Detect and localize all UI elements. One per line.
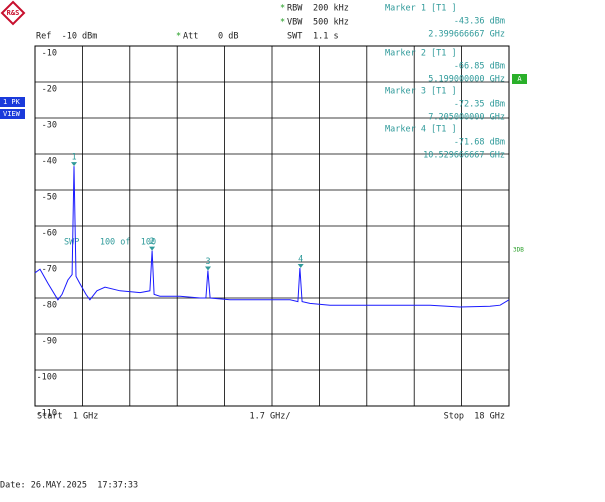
stop-label: Stop 18 GHz: [444, 412, 505, 422]
setting-value: 200 kHz: [313, 4, 349, 14]
marker-frequency: 7.205000000 GHz: [428, 113, 505, 123]
svg-text:R&S: R&S: [7, 9, 20, 17]
marker-number: 2: [150, 237, 155, 247]
y-tick-label: -60: [42, 229, 57, 239]
y-tick-label: -70: [42, 265, 57, 275]
y-tick-label: -80: [42, 301, 57, 311]
marker: [297, 264, 304, 269]
setting-label: VBW: [287, 18, 303, 28]
setting-flag: *: [280, 18, 285, 28]
marker: [71, 162, 78, 167]
y-tick-label: -40: [42, 157, 57, 167]
marker-frequency: 5.199000000 GHz: [428, 75, 505, 85]
logo: R&S: [0, 0, 26, 26]
y-tick-label: -30: [42, 121, 57, 131]
marker-title: Marker 3 [T1 ]: [385, 87, 457, 97]
marker-frequency: 10.529666667 GHz: [423, 151, 505, 161]
marker-value: -72.35 dBm: [454, 100, 505, 110]
ref-level: Ref -10 dBm: [36, 32, 97, 42]
trace-mode-box: [0, 109, 25, 119]
trace-mode: VIEW: [3, 110, 21, 118]
span-label: 1.7 GHz/: [250, 412, 291, 422]
trace: [34, 166, 510, 308]
y-tick-label: -50: [42, 193, 57, 203]
marker-title: Marker 1 [T1 ]: [385, 4, 457, 14]
side-label: 3DB: [513, 247, 524, 254]
marker-title: Marker 2 [T1 ]: [385, 49, 457, 59]
setting-label: SWT: [287, 32, 302, 42]
trace-mode-box: [0, 97, 25, 107]
marker-number: 3: [205, 257, 210, 267]
y-tick-label: -10: [42, 49, 57, 59]
att-value: 0 dB: [218, 32, 238, 42]
setting-label: RBW: [287, 4, 303, 14]
setting-value: 1.1 s: [313, 32, 339, 42]
att-flag: *: [176, 32, 181, 42]
date: Date: 26.MAY.2025 17:37:33: [0, 481, 138, 491]
marker-value: -66.85 dBm: [454, 62, 505, 72]
y-tick-label: -100: [37, 373, 57, 383]
trace-mode: 1 PK: [3, 98, 21, 106]
marker-number: 4: [298, 255, 303, 265]
marker: [149, 246, 156, 251]
start-label: Start 1 GHz: [37, 412, 98, 422]
marker-value: -43.36 dBm: [454, 17, 505, 27]
marker-value: -71.68 dBm: [454, 138, 505, 148]
marker-title: Marker 4 [T1 ]: [385, 125, 457, 135]
trace-flag: A: [517, 75, 522, 83]
marker-number: 1: [71, 153, 76, 163]
y-tick-label: -90: [42, 337, 57, 347]
y-tick-label: -20: [42, 85, 57, 95]
sweep-count: SWP 100 of 100: [64, 238, 156, 248]
trace-flag-box: [512, 74, 527, 84]
y-tick-label: -110: [37, 409, 57, 419]
att-label: Att: [183, 32, 198, 42]
marker-frequency: 2.399666667 GHz: [428, 30, 505, 40]
setting-flag: *: [280, 4, 285, 14]
setting-value: 500 kHz: [313, 18, 349, 28]
marker: [205, 266, 212, 271]
